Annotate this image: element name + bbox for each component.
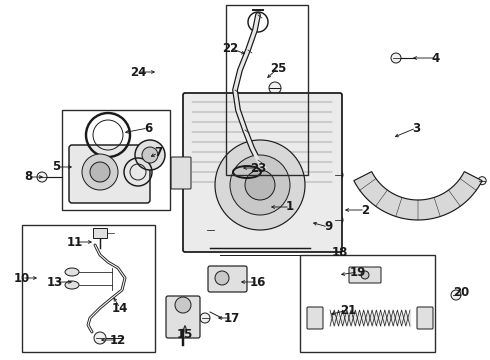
Text: 3: 3 (412, 122, 420, 135)
Text: 17: 17 (224, 311, 240, 324)
Circle shape (37, 172, 47, 182)
Text: 21: 21 (340, 303, 356, 316)
Circle shape (142, 147, 158, 163)
FancyBboxPatch shape (166, 296, 200, 338)
Circle shape (269, 82, 281, 94)
Circle shape (200, 313, 210, 323)
FancyBboxPatch shape (183, 93, 342, 252)
FancyBboxPatch shape (208, 266, 247, 292)
FancyBboxPatch shape (171, 157, 191, 189)
Text: 10: 10 (14, 271, 30, 284)
Text: 11: 11 (67, 235, 83, 248)
Text: 4: 4 (432, 51, 440, 64)
Text: 6: 6 (144, 122, 152, 135)
FancyBboxPatch shape (307, 307, 323, 329)
Text: 12: 12 (110, 333, 126, 346)
Bar (300, 255, 435, 352)
Text: 13: 13 (47, 275, 63, 288)
Text: 23: 23 (250, 162, 266, 175)
Text: 7: 7 (154, 147, 162, 159)
Text: 8: 8 (24, 171, 32, 184)
Circle shape (94, 332, 106, 344)
Text: 25: 25 (270, 62, 286, 75)
Polygon shape (354, 172, 482, 220)
Text: 14: 14 (112, 302, 128, 315)
Circle shape (245, 170, 275, 200)
Circle shape (90, 162, 110, 182)
Text: 5: 5 (52, 161, 60, 174)
Circle shape (135, 140, 165, 170)
Text: 15: 15 (177, 328, 193, 342)
Text: 24: 24 (130, 66, 146, 78)
Text: 9: 9 (324, 220, 332, 234)
Text: 22: 22 (222, 41, 238, 54)
Circle shape (175, 297, 191, 313)
Bar (22, 225, 155, 352)
Bar (226, 5, 308, 175)
Circle shape (82, 154, 118, 190)
Text: 16: 16 (250, 275, 266, 288)
FancyBboxPatch shape (93, 228, 107, 238)
Text: 2: 2 (361, 203, 369, 216)
Ellipse shape (65, 268, 79, 276)
Text: 19: 19 (350, 266, 366, 279)
Ellipse shape (65, 281, 79, 289)
Text: 20: 20 (453, 285, 469, 298)
Circle shape (478, 177, 486, 185)
Circle shape (215, 271, 229, 285)
Text: 18: 18 (332, 246, 348, 258)
Circle shape (205, 225, 215, 235)
FancyBboxPatch shape (417, 307, 433, 329)
Text: 1: 1 (286, 201, 294, 213)
Circle shape (391, 53, 401, 63)
Circle shape (215, 140, 305, 230)
Circle shape (361, 271, 369, 279)
Circle shape (451, 290, 461, 300)
FancyBboxPatch shape (349, 267, 381, 283)
FancyBboxPatch shape (69, 145, 150, 203)
Circle shape (230, 155, 290, 215)
Circle shape (333, 170, 343, 180)
Bar (62, 110, 170, 210)
Circle shape (333, 215, 343, 225)
